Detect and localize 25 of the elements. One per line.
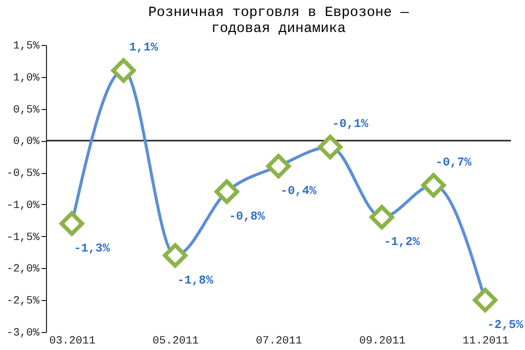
data-label: -0,1% [332, 117, 369, 132]
data-label: -0,8% [228, 210, 266, 224]
chart-title: Розничная торговля в Еврозоне — годовая динамика [148, 5, 410, 37]
data-label: -1,8% [177, 273, 214, 288]
y-tick-label: -2,5% [6, 296, 40, 308]
y-tick-label: 0,0% [13, 136, 40, 148]
x-tick-label: 03.2011 [49, 336, 96, 348]
y-tick-label: 1,0% [13, 72, 40, 84]
data-label: -0,7% [435, 155, 472, 170]
data-label: -0,4% [280, 184, 318, 198]
y-tick-label: -3,0% [6, 328, 40, 340]
y-tick-label: -2,0% [6, 264, 40, 276]
x-tick-label: 05.2011 [152, 336, 200, 348]
y-tick-label: 1,5% [13, 40, 40, 52]
x-tick-label: 07.2011 [256, 336, 302, 348]
y-tick-label: -0,5% [6, 168, 40, 180]
y-tick-label: -1,0% [6, 200, 40, 212]
y-tick-label: -1,5% [6, 232, 40, 244]
data-label: 1,1% [129, 40, 159, 55]
y-tick-label: 0,5% [13, 104, 40, 116]
data-label: -2,5% [487, 318, 524, 332]
data-label: -1,2% [384, 235, 421, 250]
data-label: -1,3% [74, 242, 111, 256]
x-tick-label: 11.2011 [462, 336, 510, 348]
x-tick-label: 09.2011 [359, 336, 406, 348]
